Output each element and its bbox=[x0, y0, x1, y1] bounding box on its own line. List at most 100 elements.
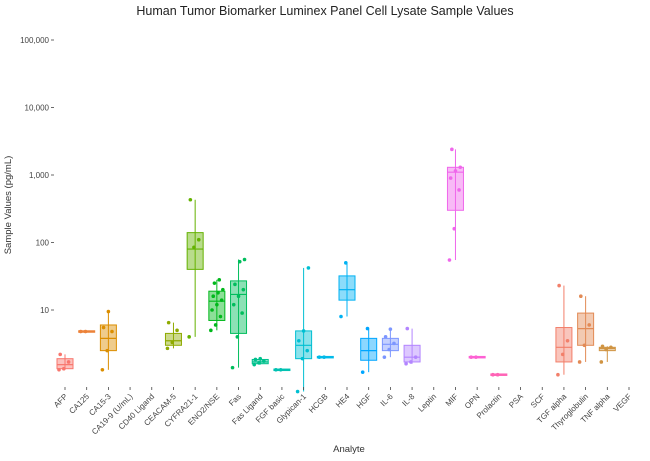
data-point bbox=[166, 320, 171, 325]
data-point bbox=[236, 294, 241, 299]
data-point bbox=[600, 344, 605, 349]
data-point bbox=[211, 294, 216, 299]
data-point bbox=[274, 368, 278, 372]
data-point bbox=[262, 359, 266, 363]
data-point bbox=[305, 348, 310, 353]
data-point bbox=[233, 282, 237, 287]
data-point bbox=[457, 188, 461, 192]
data-point bbox=[557, 283, 561, 288]
box-body bbox=[446, 166, 464, 211]
data-point bbox=[453, 169, 458, 173]
data-point bbox=[105, 348, 109, 353]
box-body bbox=[56, 358, 74, 370]
data-point bbox=[219, 298, 224, 302]
x-tick-label: IL-8 bbox=[400, 392, 417, 409]
data-point bbox=[110, 329, 114, 334]
data-point bbox=[360, 370, 365, 374]
box-group bbox=[598, 344, 616, 364]
data-point bbox=[106, 309, 111, 314]
x-tick-label: IL-6 bbox=[379, 392, 396, 409]
y-tick-label: 1,000 bbox=[29, 171, 50, 180]
data-point bbox=[474, 355, 478, 359]
data-point bbox=[448, 176, 453, 180]
data-point bbox=[58, 352, 62, 357]
box-series bbox=[56, 147, 616, 394]
data-point bbox=[215, 302, 219, 307]
data-point bbox=[388, 327, 393, 331]
data-point bbox=[230, 365, 235, 370]
data-point bbox=[450, 147, 454, 152]
box-group bbox=[577, 294, 595, 364]
data-point bbox=[213, 323, 218, 327]
data-point bbox=[257, 361, 261, 365]
box-group bbox=[251, 356, 269, 367]
y-axis-title: Sample Values (pg/mL) bbox=[3, 156, 14, 255]
data-point bbox=[382, 355, 387, 359]
box-group bbox=[316, 355, 334, 359]
box-body bbox=[338, 275, 356, 301]
data-point bbox=[237, 259, 242, 264]
y-tick-label: 10 bbox=[40, 306, 49, 315]
x-tick-label: OPN bbox=[463, 392, 482, 411]
data-point bbox=[83, 329, 88, 334]
box-group bbox=[446, 147, 464, 262]
data-point bbox=[344, 261, 348, 265]
data-point bbox=[565, 338, 570, 343]
data-point bbox=[413, 355, 418, 359]
box-group bbox=[403, 326, 421, 366]
data-point bbox=[405, 326, 410, 331]
x-tick-label: SCF bbox=[529, 392, 547, 410]
box-group bbox=[360, 326, 378, 374]
data-point bbox=[278, 368, 283, 372]
box-group bbox=[338, 261, 356, 319]
data-point bbox=[212, 281, 217, 285]
data-point bbox=[258, 356, 263, 361]
y-tick-label: 100,000 bbox=[20, 36, 49, 45]
data-point bbox=[560, 352, 565, 357]
data-point bbox=[383, 335, 388, 339]
data-point bbox=[306, 266, 311, 270]
data-point bbox=[365, 326, 370, 331]
box-group bbox=[295, 266, 313, 394]
data-point bbox=[604, 347, 608, 352]
data-point bbox=[217, 278, 222, 282]
data-point bbox=[241, 287, 246, 292]
chart-title: Human Tumor Biomarker Luminex Panel Cell… bbox=[136, 4, 514, 18]
data-point bbox=[556, 372, 560, 377]
x-axis-title: Analyte bbox=[333, 444, 365, 455]
data-point bbox=[409, 360, 413, 364]
box-body bbox=[186, 232, 204, 270]
box-group bbox=[164, 320, 182, 351]
data-point bbox=[187, 335, 191, 339]
box-body bbox=[555, 327, 573, 363]
data-point bbox=[587, 323, 592, 327]
box-group bbox=[468, 355, 486, 359]
data-point bbox=[491, 372, 495, 377]
data-point bbox=[322, 355, 326, 359]
x-tick-label: Leptin bbox=[416, 392, 438, 414]
data-point bbox=[209, 328, 213, 333]
data-point bbox=[218, 314, 223, 319]
data-point bbox=[577, 360, 582, 364]
x-tick-label: HGF bbox=[355, 392, 373, 410]
data-point bbox=[57, 368, 61, 372]
data-point bbox=[66, 360, 71, 364]
data-point bbox=[469, 355, 473, 359]
x-tick-label: MIF bbox=[444, 392, 460, 408]
data-point bbox=[252, 362, 257, 367]
data-point bbox=[196, 237, 201, 242]
data-point bbox=[300, 356, 305, 361]
data-point bbox=[582, 343, 587, 348]
box-group bbox=[99, 309, 117, 372]
x-tick-label: VEGF bbox=[612, 392, 634, 414]
data-point bbox=[188, 197, 193, 202]
data-point bbox=[192, 245, 196, 250]
data-point bbox=[216, 290, 220, 295]
data-point bbox=[242, 257, 247, 262]
data-point bbox=[210, 308, 214, 312]
data-point bbox=[392, 341, 396, 346]
box-body bbox=[164, 332, 182, 346]
data-point bbox=[579, 294, 583, 299]
